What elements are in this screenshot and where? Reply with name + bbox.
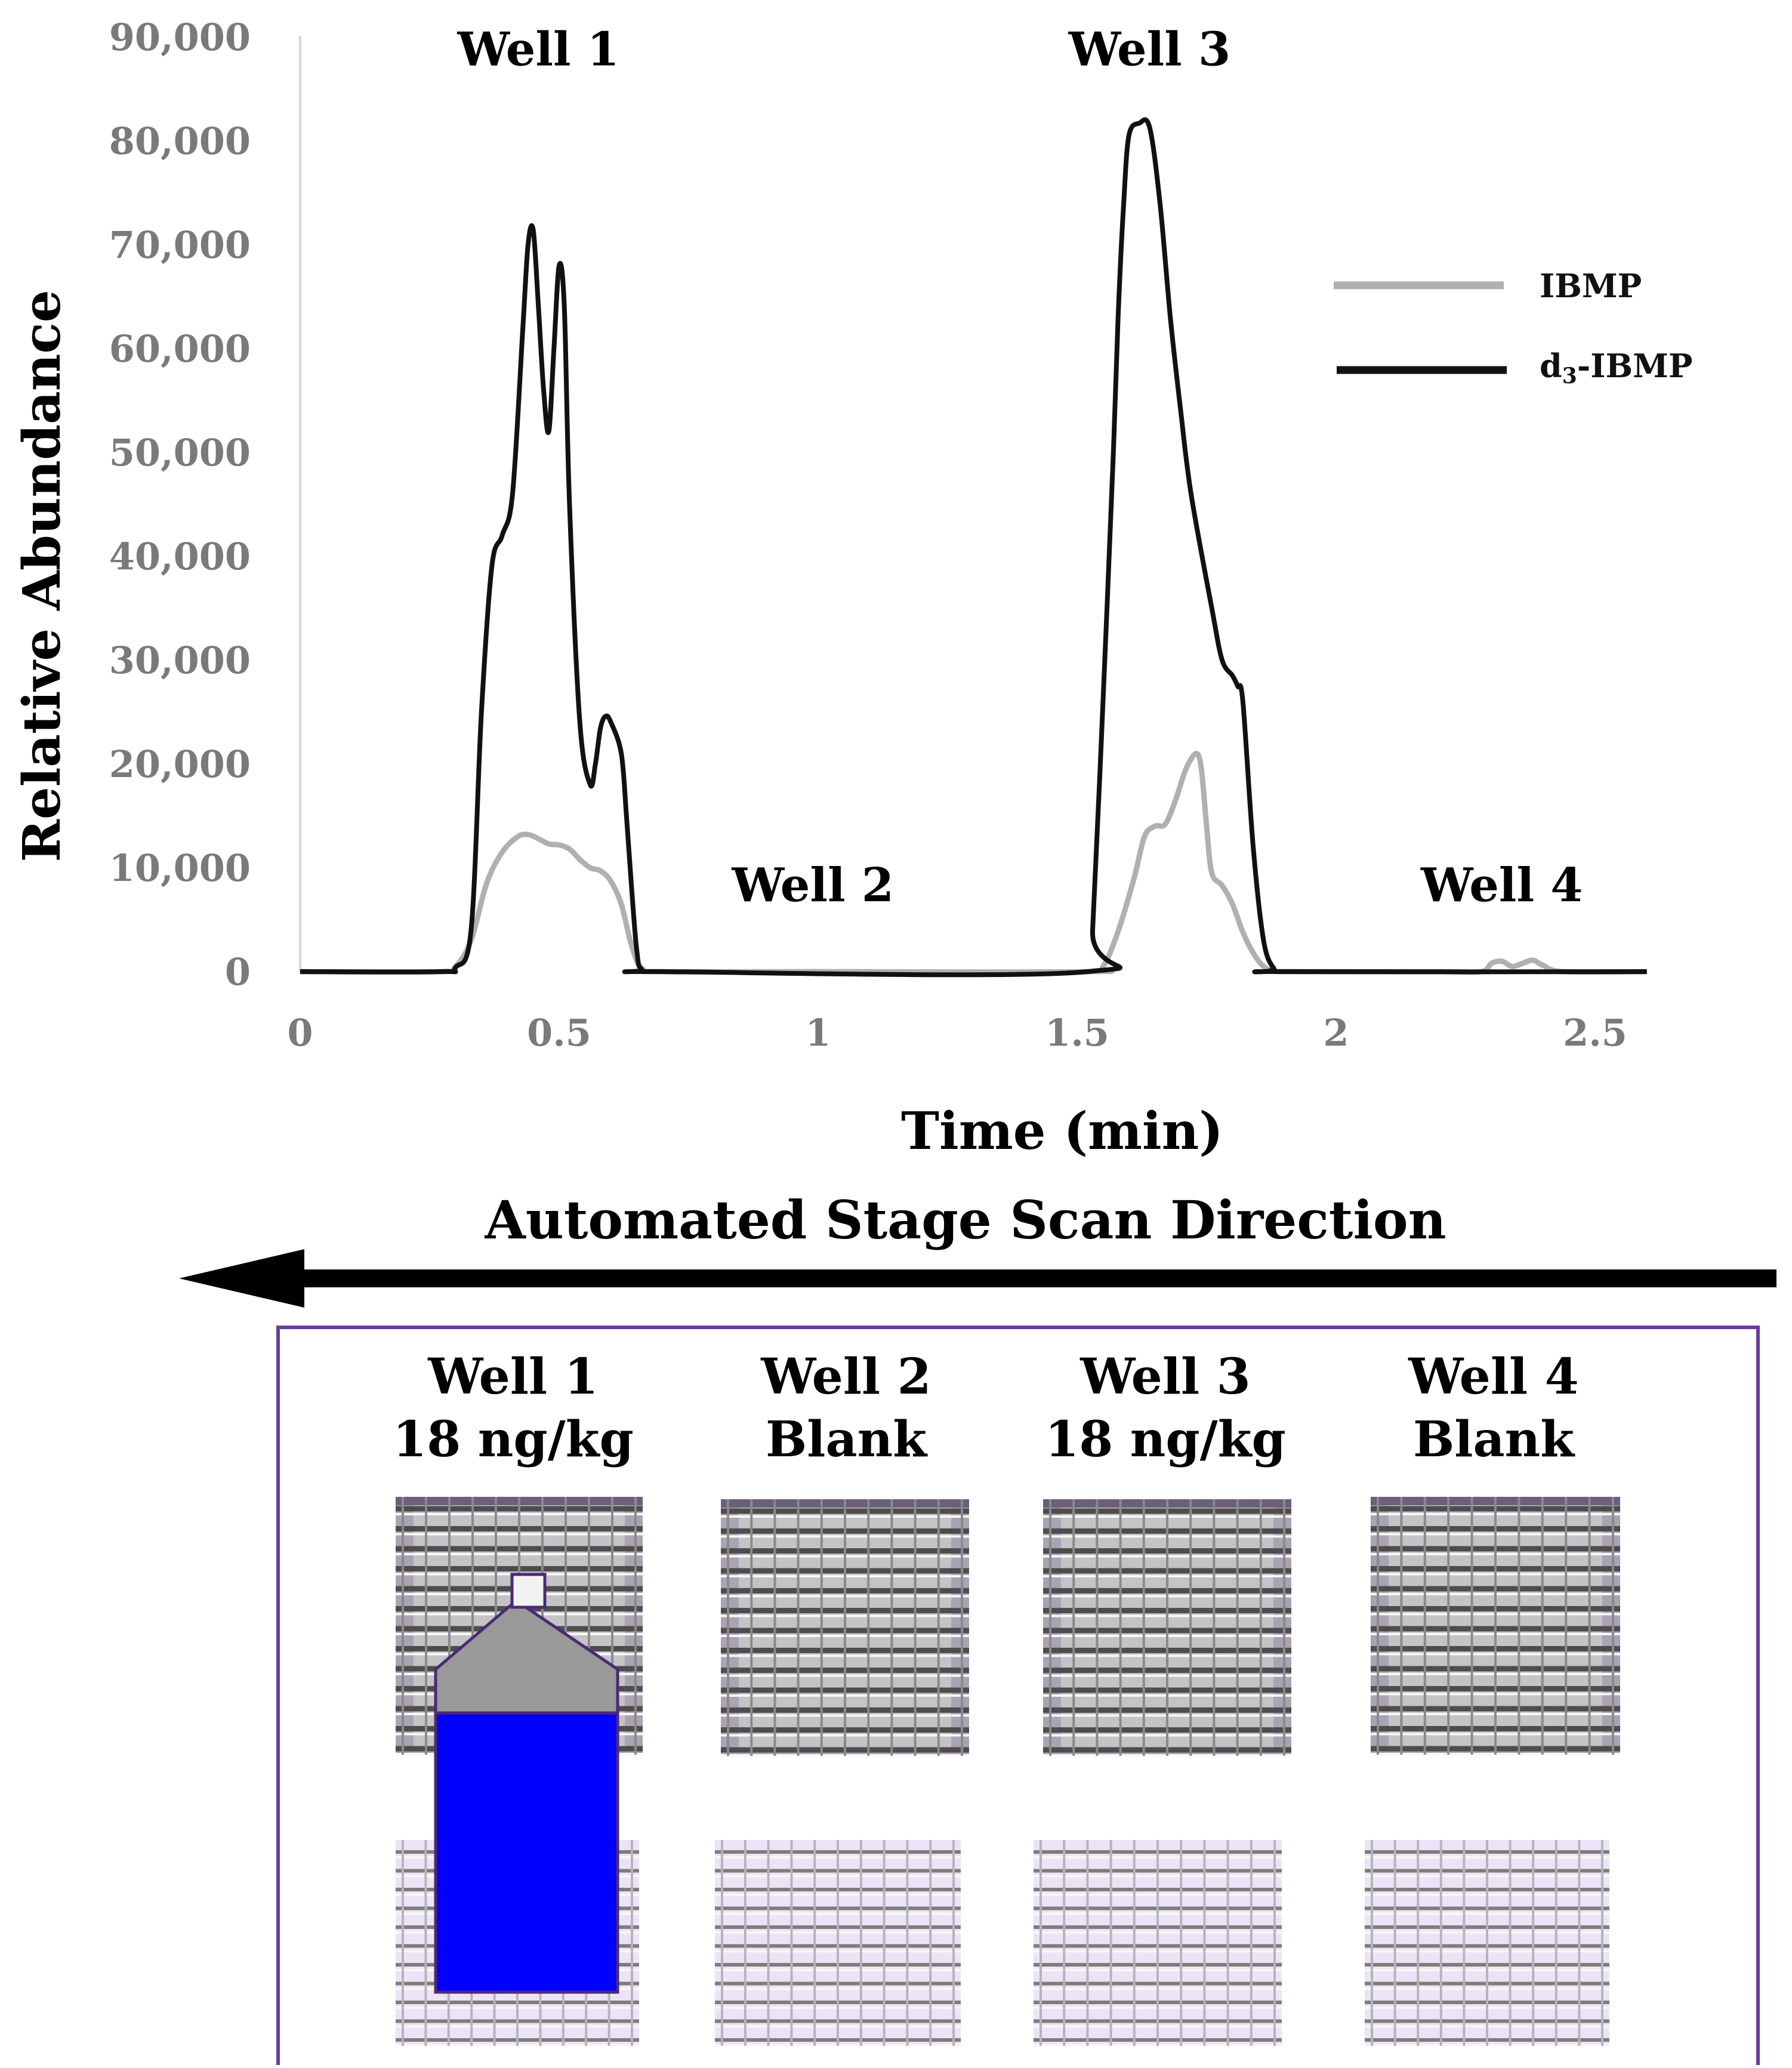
well-labels: Well 1 18 ng/kg Well 2 Blank Well 3 18 n… — [393, 1348, 1579, 1468]
y-tick-label: 90,000 — [109, 16, 251, 59]
y-tick-label: 0 — [225, 950, 251, 994]
x-axis-ticks: 0 0.5 1 1.5 2 2.5 — [287, 1011, 1627, 1055]
x-tick-label: 0.5 — [527, 1011, 591, 1055]
x-axis-label: Time (min) — [901, 1101, 1223, 1161]
well-2-name: Well 2 — [760, 1348, 931, 1406]
x-tick-label: 0 — [287, 1011, 313, 1055]
well-annotation: Well 3 — [1068, 22, 1231, 76]
x-tick-label: 1 — [805, 1011, 831, 1055]
x-tick-label: 2.5 — [1563, 1011, 1627, 1055]
well-3-name: Well 3 — [1079, 1348, 1250, 1406]
series-group — [300, 117, 1647, 978]
legend-label-ibmp: IBMP — [1540, 267, 1642, 305]
y-tick-label: 50,000 — [109, 431, 251, 474]
x-tick-label: 2 — [1323, 1011, 1349, 1055]
well-plate-panel: Well 1 18 ng/kg Well 2 Blank Well 3 18 n… — [276, 1326, 1760, 2068]
mesh-grid-icon — [1034, 1840, 1282, 2047]
legend: IBMP d3-IBMP — [1334, 267, 1693, 389]
well-1-name: Well 1 — [427, 1348, 598, 1406]
well-4-sample: Blank — [1413, 1411, 1575, 1468]
well-annotation: Well 4 — [1420, 858, 1583, 913]
well-2-sample: Blank — [766, 1411, 928, 1468]
well-annotation: Well 2 — [732, 858, 895, 913]
scan-direction: Automated Stage Scan Direction — [179, 1189, 1776, 1308]
y-tick-label: 30,000 — [109, 639, 251, 682]
spray-probe-icon — [434, 1573, 619, 1994]
y-axis-ticks: 0 10,000 20,000 30,000 40,000 50,000 60,000 70,… — [109, 16, 251, 994]
well-annotation: Well 1 — [457, 22, 619, 76]
y-axis-label: Relative Abundance — [12, 290, 72, 862]
well-3-sample: 18 ng/kg — [1045, 1411, 1286, 1468]
legend-label-d3-ibmp: d3-IBMP — [1540, 347, 1693, 389]
y-tick-label: 80,000 — [109, 119, 251, 163]
mesh-grid-icon — [715, 1840, 961, 2047]
arrow-left-icon — [179, 1249, 1776, 1308]
x-tick-label: 1.5 — [1045, 1011, 1109, 1055]
y-tick-label: 10,000 — [109, 846, 251, 890]
y-tick-label: 20,000 — [109, 742, 251, 786]
well-annotations: Well 1 Well 2 Well 3 Well 4 — [457, 22, 1583, 913]
panel-border — [276, 1326, 1760, 2068]
mesh-grid-icon — [1043, 1499, 1291, 1756]
mesh-grid-icon — [721, 1499, 969, 1756]
well-4-name: Well 4 — [1408, 1348, 1578, 1406]
scan-direction-label: Automated Stage Scan Direction — [484, 1189, 1446, 1251]
mesh-grid-icon — [1371, 1497, 1620, 1755]
mesh-grid-icon — [1365, 1840, 1609, 2047]
y-tick-label: 70,000 — [109, 223, 251, 267]
y-tick-label: 60,000 — [109, 327, 251, 371]
series-line-d3-ibmp — [300, 117, 1647, 978]
y-tick-label: 40,000 — [109, 535, 251, 578]
well-1-sample: 18 ng/kg — [393, 1411, 634, 1468]
chromatogram-chart: 0 10,000 20,000 30,000 40,000 50,000 60,000 70,… — [12, 16, 1693, 1161]
